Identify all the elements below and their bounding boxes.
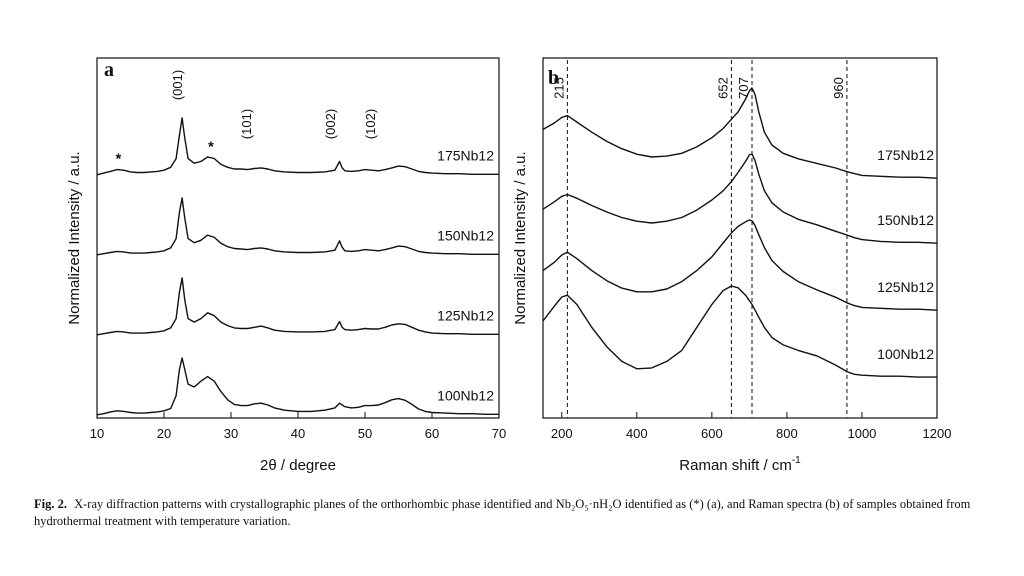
reference-line-label: 215: [551, 77, 566, 99]
series-label: 100Nb12: [877, 346, 934, 362]
reference-line-label: 652: [715, 77, 730, 99]
series-label: 175Nb12: [877, 147, 934, 163]
x-tick-label: 20: [157, 426, 171, 441]
series-line: [96, 277, 499, 336]
series-line: [542, 87, 938, 179]
plane-annotation: (002): [323, 109, 338, 139]
series-line: [542, 285, 937, 378]
x-tick-label: 200: [551, 426, 573, 441]
series-label: 125Nb12: [437, 307, 494, 323]
y-axis-label: Normalized Intensity / a.u.: [66, 151, 83, 324]
plane-annotation: (101): [239, 109, 254, 139]
x-axis-label: Raman shift / cm-1: [679, 455, 801, 474]
panel-a-xrd: a 10 20 30 40 50 60 70 2θ / degree Normalized Int…: [66, 57, 506, 474]
x-tick-label: 50: [358, 426, 372, 441]
series-line: [96, 197, 499, 256]
x-tick-label: 800: [776, 426, 798, 441]
plane-annotation: (001): [170, 70, 185, 100]
x-tick-label: 400: [626, 426, 648, 441]
series-label: 150Nb12: [437, 227, 494, 243]
series-line: [96, 357, 499, 416]
series-label: 125Nb12: [877, 279, 934, 295]
panel-b-raman: b 200 400 600 800 1000 1200 Raman shift / cm-1 N…: [512, 57, 952, 474]
series-label: 150Nb12: [877, 212, 934, 228]
x-axis-label: 2θ / degree: [260, 457, 336, 474]
series-line: [542, 153, 938, 244]
caption-text: X-ray diffraction patterns with crystall…: [34, 497, 971, 528]
x-tick-label: 40: [291, 426, 305, 441]
panel-letter: a: [104, 59, 114, 81]
x-tick-label: 1200: [923, 426, 952, 441]
x-tick-label: 70: [492, 426, 506, 441]
series-line: [96, 117, 499, 176]
reference-line-label: 960: [831, 77, 846, 99]
series-label: 175Nb12: [437, 147, 494, 163]
series-label: 100Nb12: [437, 387, 494, 403]
x-tick-label: 600: [701, 426, 723, 441]
asterisk-annotation: *: [208, 139, 214, 156]
asterisk-annotation: *: [116, 151, 122, 168]
panel-letter: b: [548, 67, 559, 89]
figure-caption: Fig. 2. X-ray diffraction patterns with …: [34, 496, 994, 530]
plane-annotation: (102): [363, 109, 378, 139]
x-tick-label: 60: [425, 426, 439, 441]
x-tick-label: 10: [90, 426, 104, 441]
x-axis-label-superscript: -1: [792, 455, 801, 466]
y-axis-label: Normalized Intensity / a.u.: [512, 151, 529, 324]
x-tick-label: 1000: [847, 426, 876, 441]
caption-label: Fig. 2.: [34, 497, 67, 511]
series-line: [542, 219, 938, 311]
plot-frame: [542, 57, 938, 419]
x-tick-label: 30: [224, 426, 238, 441]
reference-line-label: 707: [736, 77, 751, 99]
